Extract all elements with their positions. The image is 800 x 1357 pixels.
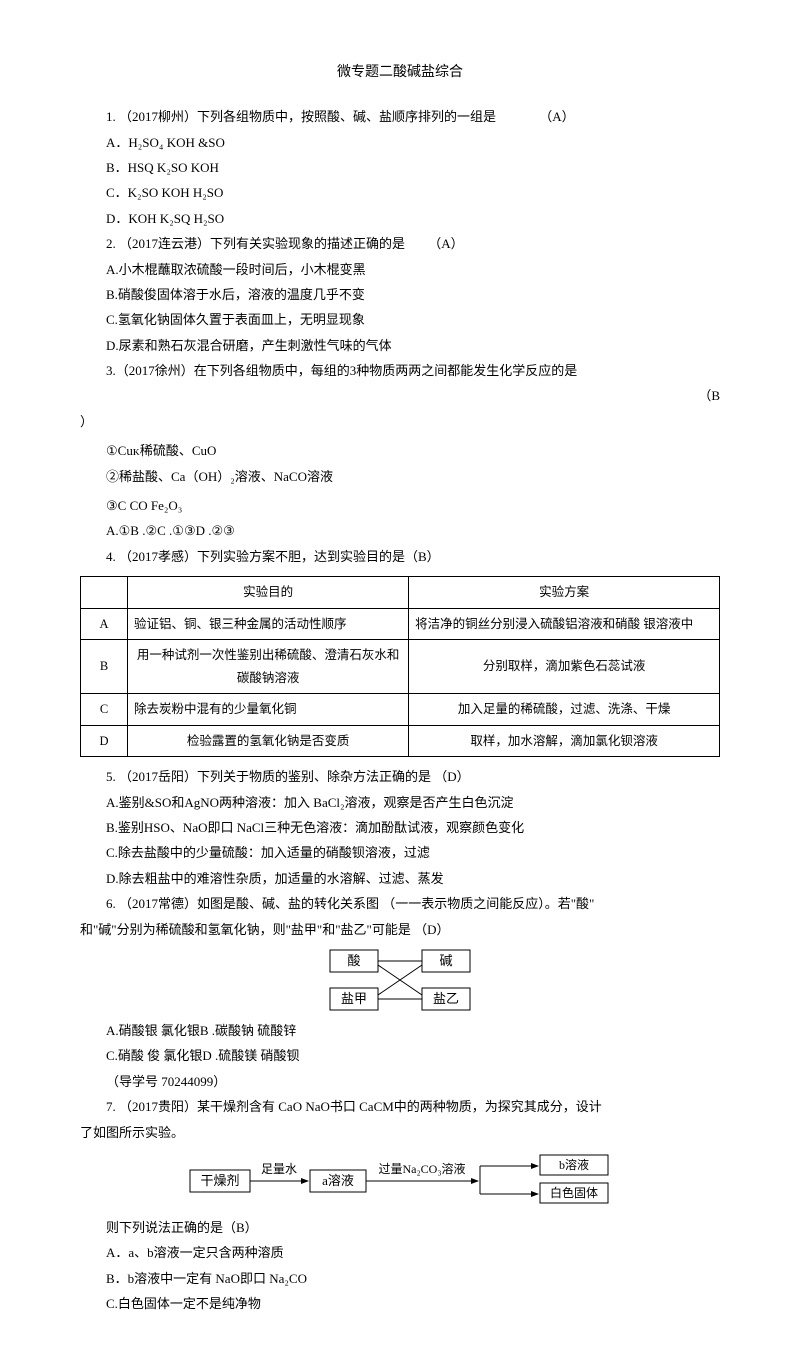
d2-lab2: 过量Na₂CO₃溶液 bbox=[378, 1161, 465, 1176]
table-row: D 检验露置的氢氧化钠是否变质 取样，加水溶解，滴加氯化钡溶液 bbox=[81, 725, 720, 757]
table-c1-b: 用一种试剂一次性鉴别出稀硫酸、澄清石灰水和碳酸钠溶液 bbox=[128, 640, 409, 694]
table-row: C 除去炭粉中混有的少量氧化铜 加入足量的稀硫酸，过滤、洗涤、干燥 bbox=[81, 694, 720, 726]
table-header-row: 实验目的 实验方案 bbox=[81, 577, 720, 609]
q5-stem: 5. （2017岳阳）下列关于物质的鉴别、除杂方法正确的是 （D） bbox=[80, 765, 720, 788]
q2-stem-text: 2. （2017连云港）下列有关实验现象的描述正确的是 bbox=[106, 236, 405, 251]
table-key-b: B bbox=[81, 640, 128, 694]
q3-answer: （B bbox=[698, 388, 720, 403]
table-row: A 验证铝、铜、银三种金属的活动性顺序 将洁净的铜丝分别浸入硫酸铝溶液和硝酸 银… bbox=[81, 608, 720, 640]
q4-stem: 4. （2017孝感）下列实验方案不胆，达到实验目的是（B） bbox=[80, 545, 720, 568]
table-c2-a: 将洁净的铜丝分别浸入硫酸铝溶液和硝酸 银溶液中 bbox=[409, 608, 720, 640]
q1-stem-text: 1. （2017柳州）下列各组物质中，按照酸、碱、盐顺序排列的一组是 bbox=[106, 109, 496, 124]
q2-opt-d: D.尿素和熟石灰混合研磨，产生刺激性气味的气体 bbox=[80, 334, 720, 357]
q7-stem2: 了如图所示实验。 bbox=[80, 1121, 720, 1144]
d1-tr: 碱 bbox=[439, 953, 452, 968]
q6-diagram: 酸 碱 盐甲 盐乙 bbox=[300, 945, 500, 1015]
q3-opt1: ①Cuᴋ稀硫酸、CuO bbox=[80, 439, 720, 462]
table-key-c: C bbox=[81, 694, 128, 726]
table-key-d: D bbox=[81, 725, 128, 757]
q3-opt2: ②稀盐酸、Ca（OH）₂溶液、NaCO溶液 bbox=[80, 465, 720, 488]
table-header-plan: 实验方案 bbox=[409, 577, 720, 609]
d1-bl: 盐甲 bbox=[341, 991, 367, 1006]
q3-stem: 3.（2017徐州）在下列各组物质中，每组的3种物质两两之间都能发生化学反应的是 bbox=[80, 359, 720, 382]
table-c1-c: 除去炭粉中混有的少量氧化铜 bbox=[128, 694, 409, 726]
q7-tail: 则下列说法正确的是（B） bbox=[80, 1216, 720, 1239]
q5-opt-d: D.除去粗盐中的难溶性杂质，加适量的水溶解、过滤、蒸发 bbox=[80, 867, 720, 890]
q7-stem1: 7. （2017贵阳）某干燥剂含有 CaO NaO书口 CaCM中的两种物质，为… bbox=[80, 1095, 720, 1118]
q1-opt-a: A．H₂SO₄ KOH &SO bbox=[80, 131, 720, 154]
doc-title: 微专题二酸碱盐综合 bbox=[80, 60, 720, 85]
table-header-blank bbox=[81, 577, 128, 609]
q6-note: （导学号 70244099） bbox=[80, 1070, 720, 1093]
q1-opt-b: B．HSQ K₂SO KOH bbox=[80, 156, 720, 179]
d1-tl: 酸 bbox=[347, 953, 360, 968]
q7-diagram: 干燥剂 足量水 a溶液 过量Na₂CO₃溶液 b溶液 白色固体 bbox=[180, 1150, 620, 1210]
d2-box4: 白色固体 bbox=[550, 1185, 598, 1200]
q1-stem: 1. （2017柳州）下列各组物质中，按照酸、碱、盐顺序排列的一组是 （A） bbox=[80, 105, 720, 128]
d2-box2: a溶液 bbox=[322, 1173, 354, 1188]
q1-opt-c: C．K₂SO KOH H₂SO bbox=[80, 181, 720, 204]
q2-stem: 2. （2017连云港）下列有关实验现象的描述正确的是 （A） bbox=[80, 232, 720, 255]
table-c2-d: 取样，加水溶解，滴加氯化钡溶液 bbox=[409, 725, 720, 757]
q4-table: 实验目的 实验方案 A 验证铝、铜、银三种金属的活动性顺序 将洁净的铜丝分别浸入… bbox=[80, 576, 720, 757]
q5-opt-a: A.鉴别&SO和AgNO两种溶液：加入 BaCl₂溶液，观察是否产生白色沉淀 bbox=[80, 791, 720, 814]
q6-opt-a: A.硝酸银 氯化银B .碳酸钠 硫酸锌 bbox=[80, 1019, 720, 1042]
table-header-purpose: 实验目的 bbox=[128, 577, 409, 609]
q6-stem1: 6. （2017常德）如图是酸、碱、盐的转化关系图 （一一表示物质之间能反应）。… bbox=[80, 892, 720, 915]
d2-lab1: 足量水 bbox=[261, 1162, 297, 1176]
table-c1-a: 验证铝、铜、银三种金属的活动性顺序 bbox=[128, 608, 409, 640]
q5-opt-c: C.除去盐酸中的少量硫酸：加入适量的硝酸钡溶液，过滤 bbox=[80, 841, 720, 864]
q6-opt-c: C.硝酸 俊 氯化银D .硫酸镁 硝酸钡 bbox=[80, 1044, 720, 1067]
q7-opt-a: A．a、b溶液一定只含两种溶质 bbox=[80, 1241, 720, 1264]
d1-br: 盐乙 bbox=[433, 991, 459, 1006]
table-c2-b: 分别取样，滴加紫色石蕊试液 bbox=[409, 640, 720, 694]
q6-stem2: 和"碱"分别为稀硫酸和氢氧化钠，则"盐甲"和"盐乙"可能是 （D） bbox=[80, 918, 720, 941]
q2-answer: （A） bbox=[428, 236, 463, 251]
table-c2-c: 加入足量的稀硫酸，过滤、洗涤、干燥 bbox=[409, 694, 720, 726]
q7-opt-c: C.白色固体一定不是纯净物 bbox=[80, 1292, 720, 1315]
q3-opt3: ③C CO Fe₂O₃ bbox=[80, 494, 720, 517]
d2-box1: 干燥剂 bbox=[200, 1173, 239, 1188]
q3-choices: A.①B .②C .①③D .②③ bbox=[80, 519, 720, 542]
d2-box3: b溶液 bbox=[559, 1157, 589, 1172]
table-key-a: A bbox=[81, 608, 128, 640]
q7-opt-b: B．b溶液中一定有 NaO即口 Na₂CO bbox=[80, 1267, 720, 1290]
q1-opt-d: D．KOH K₂SQ H₂SO bbox=[80, 207, 720, 230]
q2-opt-b: B.硝酸俊固体溶于水后，溶液的温度几乎不变 bbox=[80, 283, 720, 306]
q5-opt-b: B.鉴别HSO、NaO即口 NaCl三种无色溶液：滴加酚酞试液，观察颜色变化 bbox=[80, 816, 720, 839]
q3-answer-line: （B bbox=[80, 384, 720, 407]
q1-answer: （A） bbox=[539, 109, 574, 124]
q2-opt-c: C.氢氧化钠固体久置于表面皿上，无明显现象 bbox=[80, 308, 720, 331]
table-row: B 用一种试剂一次性鉴别出稀硫酸、澄清石灰水和碳酸钠溶液 分别取样，滴加紫色石蕊… bbox=[81, 640, 720, 694]
q3-close-line: ） bbox=[80, 410, 720, 433]
q2-opt-a: A.小木棍蘸取浓硫酸一段时间后，小木棍变黑 bbox=[80, 258, 720, 281]
table-c1-d: 检验露置的氢氧化钠是否变质 bbox=[128, 725, 409, 757]
